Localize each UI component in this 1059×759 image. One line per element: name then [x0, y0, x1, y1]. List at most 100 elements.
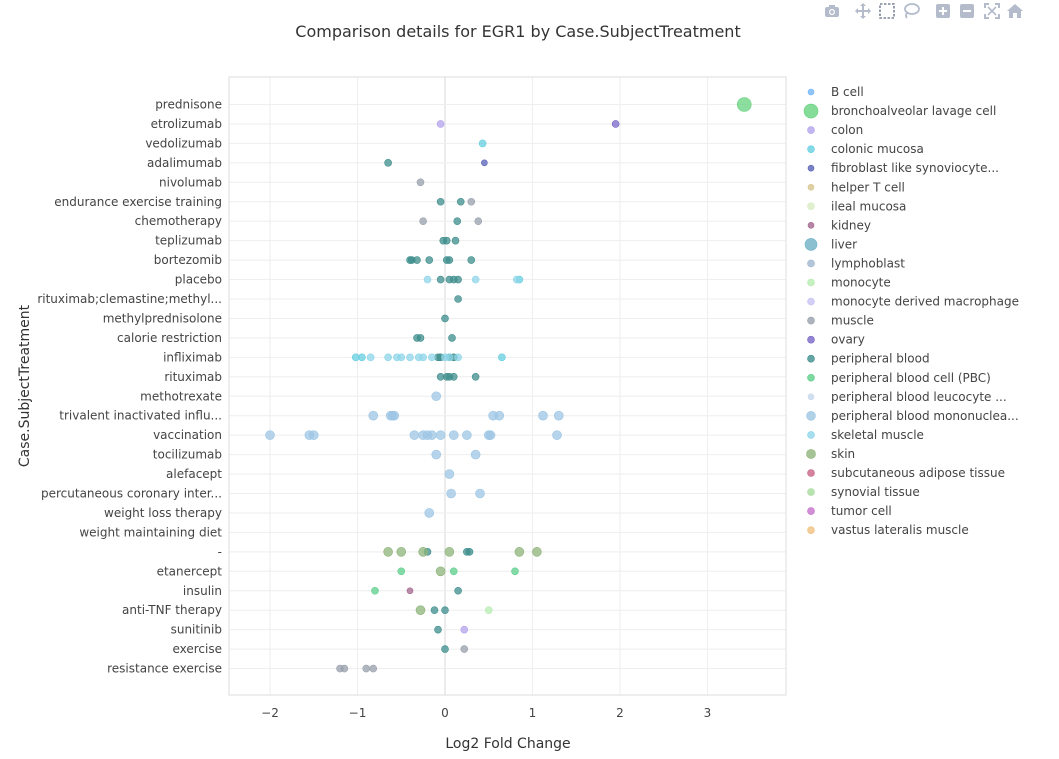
data-point [511, 567, 519, 576]
data-point [538, 410, 548, 421]
y-tick-label: trivalent inactivated influ... [59, 409, 222, 423]
y-tick-label: insulin [183, 584, 222, 598]
data-point [416, 178, 425, 187]
data-point [362, 664, 371, 673]
y-tick-label: endurance exercise training [54, 195, 222, 209]
legend-item: subcutaneous adipose tissue [831, 466, 1005, 480]
data-point [475, 488, 485, 499]
x-tick-label: −1 [349, 706, 367, 720]
legend-marker [807, 278, 815, 287]
legend-marker [807, 164, 815, 172]
data-point [462, 430, 472, 440]
data-point [444, 547, 455, 557]
y-tick-label: resistance exercise [107, 662, 222, 676]
legend-marker [804, 238, 818, 251]
legend-item: muscle [831, 314, 874, 328]
legend-marker [803, 103, 819, 119]
data-point [431, 391, 442, 402]
y-tick-label: weight maintaining diet [79, 525, 222, 539]
data-point [470, 449, 481, 460]
lasso-select-icon[interactable] [902, 2, 920, 20]
y-tick-label: calorie restriction [117, 331, 222, 345]
y-tick-label: - [218, 545, 222, 559]
y-tick-label: rituximab;clemastine;methyl... [37, 292, 222, 306]
data-point [371, 586, 379, 595]
data-point [460, 645, 469, 653]
y-tick-label: placebo [175, 273, 222, 287]
x-tick-label: 2 [616, 706, 624, 720]
box-select-icon[interactable] [878, 2, 896, 20]
legend-item: B cell [831, 85, 864, 99]
legend-item: colonic mucosa [831, 142, 924, 156]
y-tick-label: weight loss therapy [104, 506, 222, 520]
legend-item: peripheral blood cell (PBC) [831, 371, 991, 385]
y-tick-label: chemotherapy [135, 214, 222, 228]
data-point [384, 353, 392, 362]
data-point [445, 353, 454, 362]
legend-item: bronchoalveolar lavage cell [831, 104, 996, 118]
data-point [454, 353, 462, 362]
data-point [444, 469, 455, 479]
legend-item: colon [831, 123, 863, 137]
camera-icon[interactable] [823, 2, 841, 20]
reset-axes-icon[interactable] [1006, 2, 1024, 20]
zoom-in-icon[interactable] [934, 2, 952, 20]
legend-marker [807, 222, 815, 229]
data-point [383, 547, 393, 557]
y-tick-label: etanercept [157, 564, 223, 578]
data-point [366, 353, 375, 362]
y-tick-label: teplizumab [155, 234, 222, 248]
y-tick-label: nivolumab [159, 175, 222, 189]
y-tick-label: sunitinib [171, 623, 222, 637]
data-point [351, 353, 360, 362]
legend-marker [807, 526, 815, 534]
data-point [467, 256, 476, 264]
data-point [552, 430, 562, 440]
data-point [456, 197, 465, 206]
data-point [396, 547, 407, 557]
y-tick-label: percutaneous coronary inter... [41, 487, 222, 501]
y-tick-label: infliximab [163, 350, 222, 364]
data-point [419, 217, 427, 225]
data-point [419, 353, 427, 362]
legend-marker [807, 431, 815, 439]
x-axis-label: Log2 Fold Change [445, 736, 570, 752]
legend-item: skeletal muscle [831, 428, 924, 442]
legend-marker [807, 88, 815, 96]
y-tick-label: alefacept [166, 467, 222, 481]
y-tick-label: tocilizumab [153, 448, 222, 462]
legend-item: vastus lateralis muscle [831, 523, 969, 537]
data-point [431, 449, 442, 460]
data-point [512, 275, 521, 284]
data-point [436, 120, 445, 128]
zoom-out-icon[interactable] [958, 2, 976, 20]
data-point [416, 334, 425, 342]
data-point [397, 567, 406, 576]
legend-item: peripheral blood mononuclea... [831, 409, 1019, 423]
y-tick-label: etrolizumab [151, 117, 222, 131]
data-point [454, 295, 462, 303]
data-point [467, 197, 476, 206]
x-tick-label: 1 [529, 706, 537, 720]
y-tick-label: methylprednisolone [103, 311, 222, 325]
legend-item: skin [831, 447, 855, 461]
data-point [308, 430, 319, 440]
data-point [553, 410, 564, 421]
data-point [474, 217, 483, 225]
data-point [449, 567, 458, 576]
data-point [435, 430, 446, 440]
data-point [413, 256, 421, 264]
data-point [448, 430, 459, 440]
legend-marker [807, 335, 815, 344]
pan-icon[interactable] [854, 2, 872, 20]
data-point [488, 410, 498, 421]
legend-item: monocyte derived macrophage [831, 295, 1019, 309]
data-point [434, 625, 442, 634]
y-tick-label: bortezomib [154, 253, 222, 267]
data-point [445, 256, 454, 264]
y-axis-label: Case.SubjectTreatment [17, 304, 33, 467]
legend-item: kidney [831, 218, 871, 232]
data-point [454, 275, 462, 284]
autoscale-icon[interactable] [983, 2, 1001, 20]
